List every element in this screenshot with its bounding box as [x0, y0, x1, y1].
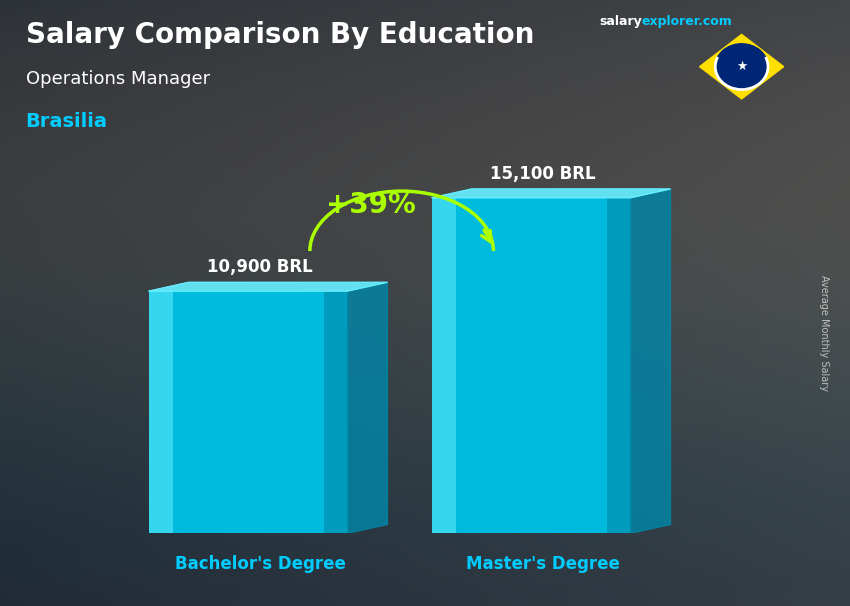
Bar	[149, 291, 348, 533]
Bar	[149, 291, 173, 533]
Polygon shape	[631, 189, 671, 533]
Text: 10,900 BRL: 10,900 BRL	[207, 258, 313, 276]
Polygon shape	[149, 282, 388, 291]
Bar	[432, 198, 631, 533]
Polygon shape	[432, 189, 671, 198]
Polygon shape	[348, 282, 388, 533]
Text: Master's Degree: Master's Degree	[467, 555, 620, 573]
Polygon shape	[700, 35, 784, 99]
Text: +39%: +39%	[326, 191, 416, 219]
Text: 15,100 BRL: 15,100 BRL	[490, 165, 596, 183]
Circle shape	[715, 44, 768, 90]
Text: salary: salary	[599, 15, 642, 28]
Text: Average Monthly Salary: Average Monthly Salary	[819, 275, 829, 391]
Text: ★: ★	[736, 60, 747, 73]
Text: Bachelor's Degree: Bachelor's Degree	[175, 555, 346, 573]
Text: Salary Comparison By Education: Salary Comparison By Education	[26, 21, 534, 49]
Bar	[432, 198, 456, 533]
Bar	[607, 198, 631, 533]
Text: Operations Manager: Operations Manager	[26, 70, 210, 88]
Text: Brasilia: Brasilia	[26, 112, 107, 131]
Text: explorer.com: explorer.com	[642, 15, 733, 28]
Bar	[324, 291, 348, 533]
